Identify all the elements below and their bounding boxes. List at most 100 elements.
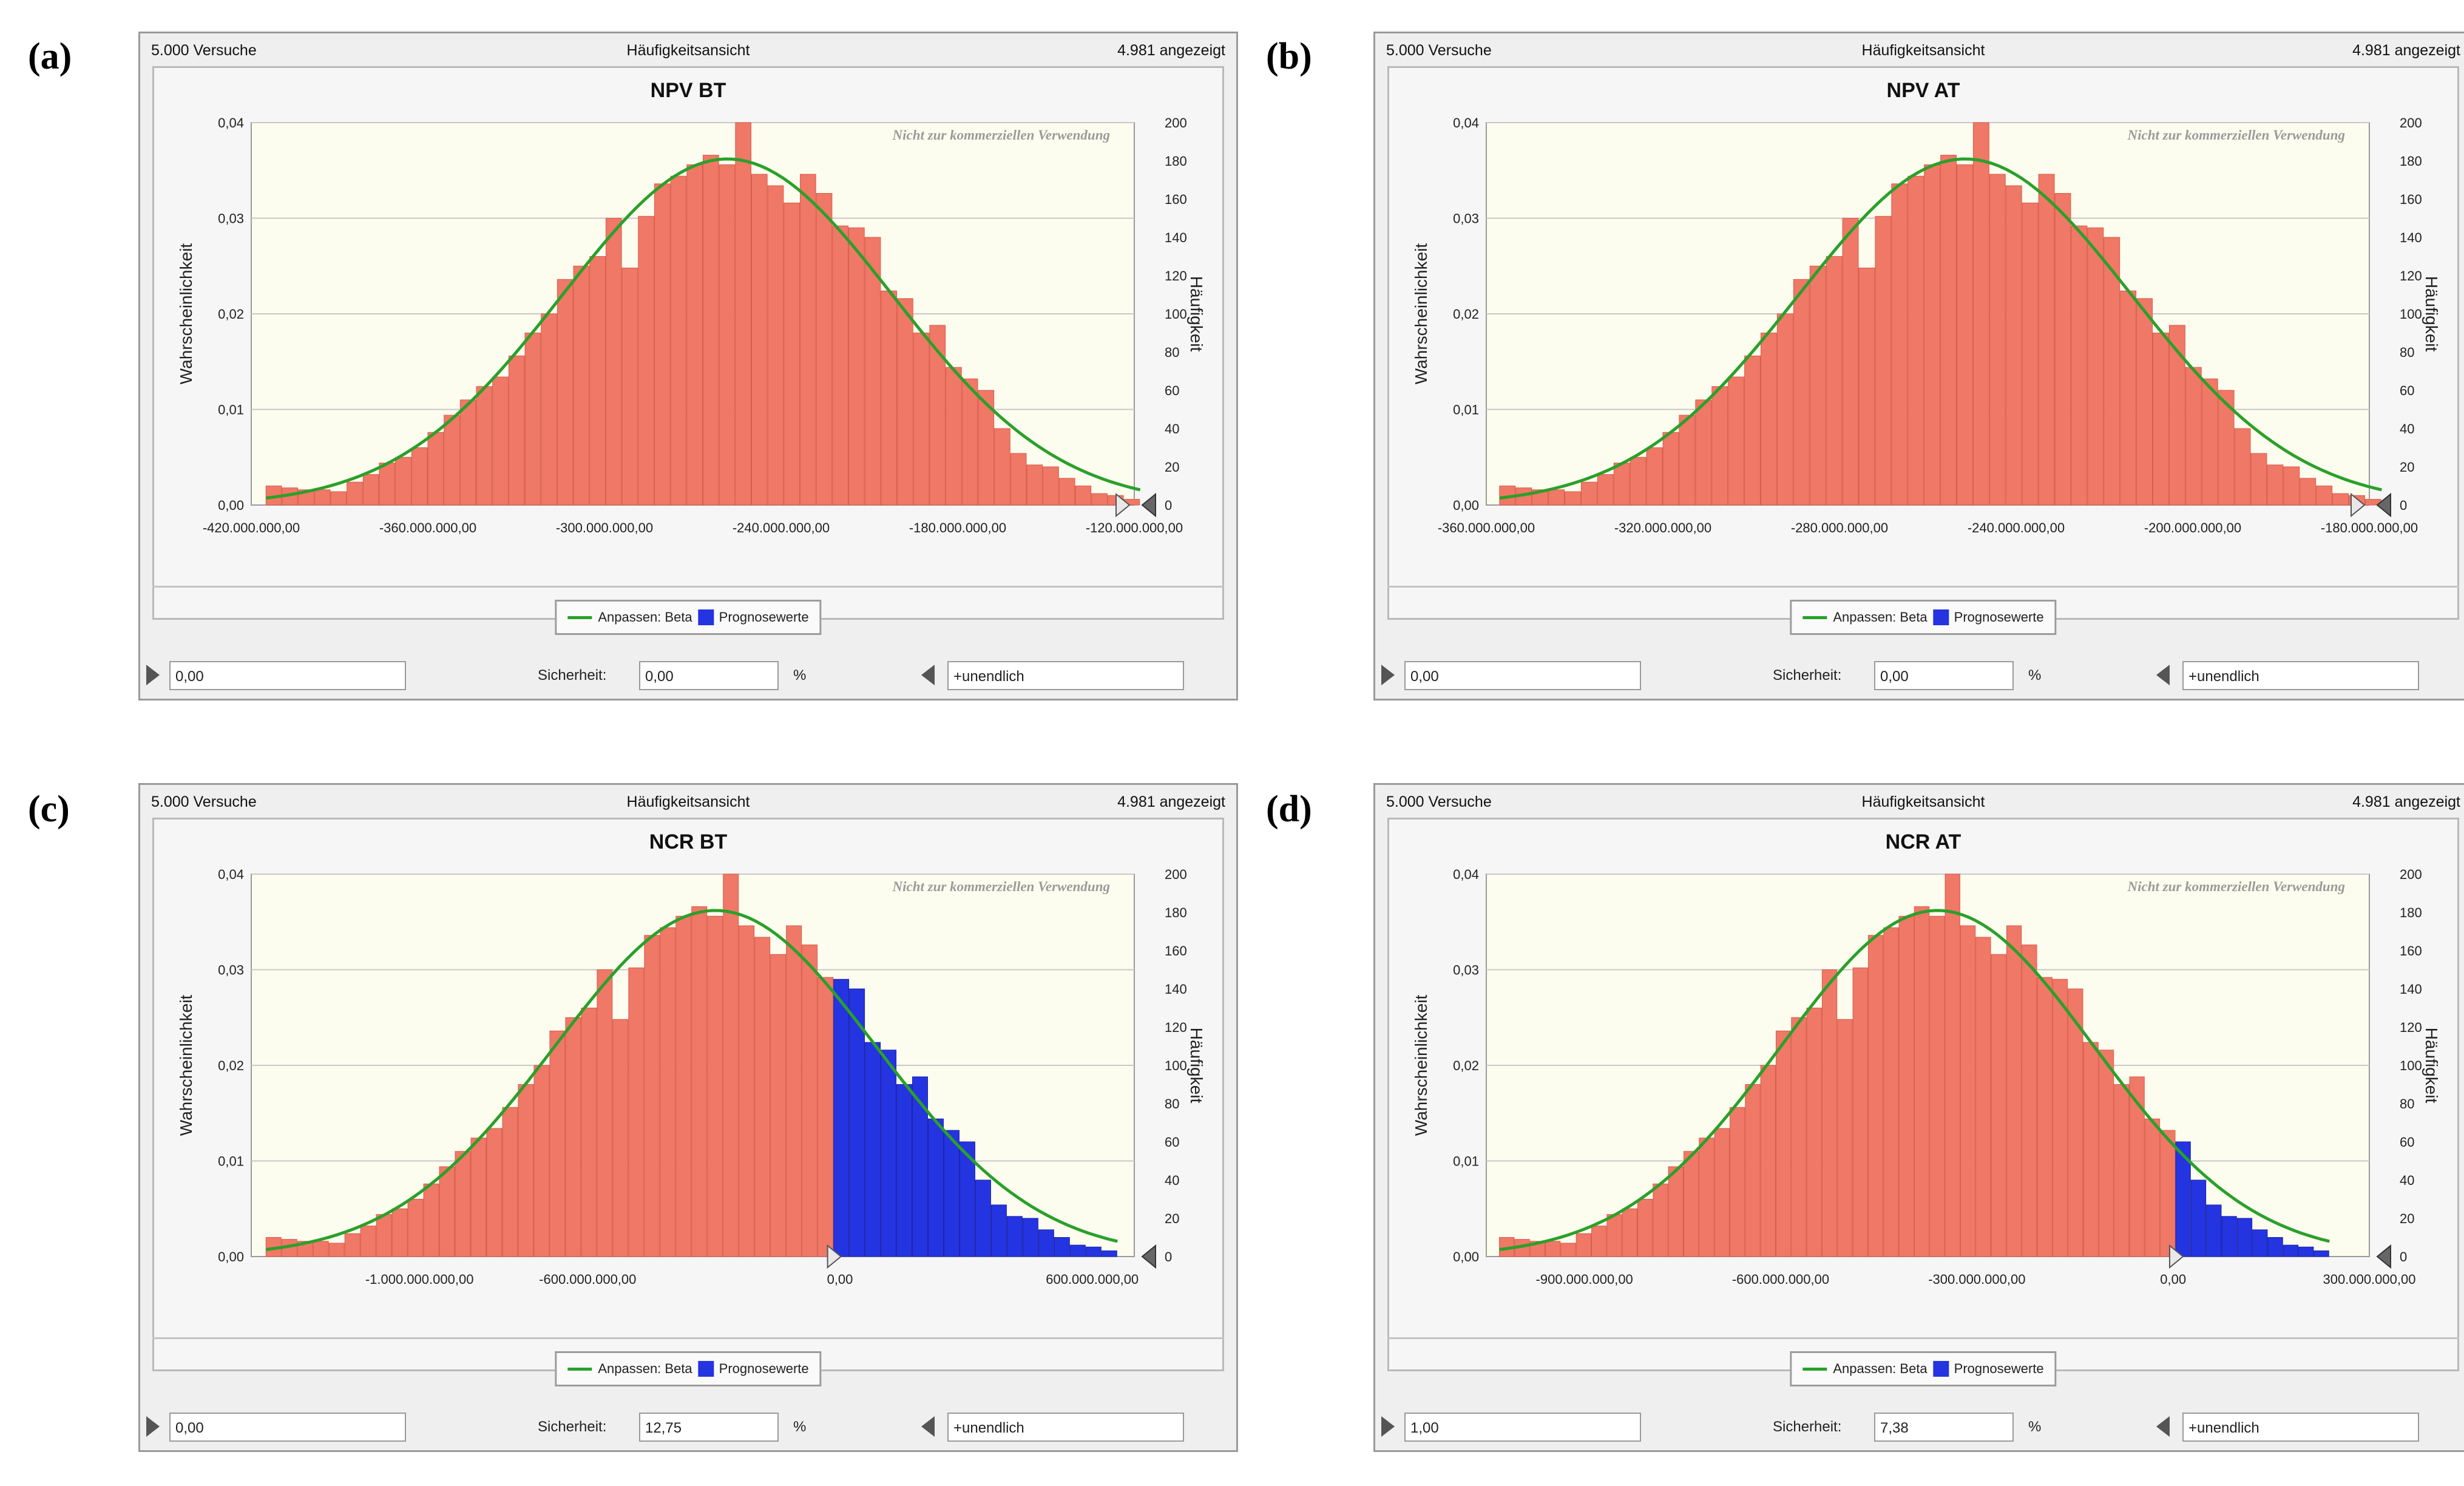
x-tick-label: -280.000.000,00 <box>1791 520 1888 535</box>
forecast-bar <box>735 122 752 506</box>
upper-grabber-icon[interactable] <box>921 665 935 685</box>
x-tick-label: 300.000.000,00 <box>2323 1272 2416 1287</box>
legend-forecast-label: Prognosewerte <box>1954 609 2044 625</box>
forecast-bar-highlighted <box>833 979 850 1257</box>
y2-tick-label: 140 <box>1165 982 1187 997</box>
certainty-input[interactable]: 0,00 <box>639 661 779 690</box>
y2-tick-label: 40 <box>1165 421 1179 436</box>
certainty-controls: 0,00 Sicherheit: 12,75 % +unendlich <box>140 1406 1236 1443</box>
y-tick-label: 0,04 <box>1453 867 1479 882</box>
forecast-bar <box>1744 355 1761 506</box>
forecast-bar <box>459 399 476 506</box>
upper-grabber-icon <box>2376 492 2391 518</box>
legend-fit-label: Anpassen: Beta <box>598 1361 692 1376</box>
y-tick-label: 0,02 <box>1453 1058 1479 1073</box>
forecast-bar <box>1821 969 1838 1257</box>
forecast-bar <box>1560 1243 1576 1257</box>
y2-tick-label: 60 <box>1165 383 1179 398</box>
trials-count: 5.000 Versuche <box>1386 42 1492 59</box>
y2-tick-label: 20 <box>1165 460 1179 475</box>
forecast-bar <box>573 265 590 506</box>
upper-grabber-icon[interactable] <box>2156 1416 2170 1437</box>
chart-frame: 0,00 0,01 0,02 0,03 0,04 0 20 40 60 80 100 120 140 16… <box>152 818 1224 1371</box>
forecast-bar <box>628 967 645 1257</box>
y2-axis-label: Häufigkeit <box>2422 276 2441 352</box>
forecast-bar <box>2201 378 2218 506</box>
view-mode[interactable]: Häufigkeitsansicht <box>1861 42 1985 59</box>
forecast-bar-highlighted <box>1022 1218 1038 1257</box>
lower-grabber-icon[interactable] <box>1381 665 1395 685</box>
fit-line-swatch <box>567 616 592 619</box>
forecast-bar <box>784 202 800 506</box>
forecast-window-c: 5.000 Versuche Häufigkeitsansicht 4.981 … <box>138 783 1238 1452</box>
lower-bound-input[interactable]: 0,00 <box>169 661 406 690</box>
forecast-bar <box>817 977 834 1257</box>
chart-frame: 0,00 0,01 0,02 0,03 0,04 0 20 40 60 80 100 120 140 16… <box>152 66 1224 620</box>
forecast-bar <box>1883 927 1899 1257</box>
panel-label-b: (b) <box>1266 36 1312 77</box>
view-mode[interactable]: Häufigkeitsansicht <box>626 42 750 59</box>
forecast-bar-highlighted <box>1069 1244 1086 1257</box>
lower-bound-input[interactable]: 0,00 <box>169 1413 406 1442</box>
window-header: 5.000 Versuche Häufigkeitsansicht 4.981 … <box>140 785 1236 819</box>
chart-svg: 0,00 0,01 0,02 0,03 0,04 0 20 40 60 80 100 120 140 16… <box>1412 79 2441 535</box>
forecast-bar <box>1679 415 1696 506</box>
y2-tick-label: 160 <box>1165 943 1187 958</box>
upper-grabber-icon[interactable] <box>921 1416 935 1437</box>
y-tick-label: 0,01 <box>1453 1154 1479 1169</box>
lower-grabber-icon <box>1115 492 1131 518</box>
certainty-input[interactable]: 7,38 <box>1874 1413 2014 1442</box>
forecast-bar <box>1683 1151 1699 1257</box>
upper-bound-input[interactable]: +unendlich <box>2182 1413 2419 1442</box>
window-header: 5.000 Versuche Häufigkeitsansicht 4.981 … <box>1375 785 2464 819</box>
certainty-label: Sicherheit: <box>538 1419 607 1435</box>
lower-grabber-icon[interactable] <box>1381 1416 1395 1437</box>
forecast-bar <box>994 428 1010 506</box>
chart-svg: 0,00 0,01 0,02 0,03 0,04 0 20 40 60 80 100 120 140 16… <box>177 79 1206 535</box>
y2-tick-label: 200 <box>2400 115 2422 131</box>
forecast-bar-highlighted <box>2236 1218 2253 1257</box>
forecast-bar <box>644 935 660 1257</box>
forecast-bar <box>719 164 736 506</box>
forecast-bar-highlighted <box>2206 1204 2222 1257</box>
forecast-bar <box>2038 174 2055 506</box>
upper-bound-input[interactable]: +unendlich <box>2182 661 2419 690</box>
certainty-input[interactable]: 12,75 <box>639 1413 779 1442</box>
chart-svg: 0,00 0,01 0,02 0,03 0,04 0 20 40 60 80 100 120 140 16… <box>177 830 1206 1287</box>
x-tick-label: -420.000.000,00 <box>203 520 300 535</box>
forecast-bar <box>2005 185 2022 506</box>
forecast-bar <box>2267 464 2284 506</box>
x-tick-label: -200.000.000,00 <box>2144 520 2241 535</box>
upper-bound-input[interactable]: +unendlich <box>947 1413 1184 1442</box>
forecast-bar <box>362 474 379 506</box>
certainty-input[interactable]: 0,00 <box>1874 661 2014 690</box>
fit-curve <box>265 157 1141 500</box>
forecast-bar <box>2098 1050 2114 1257</box>
y-axis-label: Wahrscheinlichkeit <box>1412 243 1430 385</box>
lower-grabber-icon[interactable] <box>146 1416 160 1437</box>
upper-bound-input[interactable]: +unendlich <box>947 661 1184 690</box>
percent-label: % <box>2028 667 2042 684</box>
y2-axis-label: Häufigkeit <box>2422 1028 2441 1104</box>
trials-count: 5.000 Versuche <box>151 42 257 59</box>
x-tick-label: 0,00 <box>827 1272 853 1287</box>
view-mode[interactable]: Häufigkeitsansicht <box>626 793 750 810</box>
forecast-bar <box>330 491 347 506</box>
forecast-bar <box>707 915 723 1257</box>
forecast-bar <box>660 927 676 1257</box>
y2-tick-label: 0 <box>1165 498 1172 513</box>
y2-tick-label: 100 <box>1165 1058 1187 1073</box>
forecast-bar <box>2283 466 2300 506</box>
view-mode[interactable]: Häufigkeitsansicht <box>1861 793 1985 810</box>
lower-bound-input[interactable]: 1,00 <box>1404 1413 1641 1442</box>
forecast-bar <box>1695 399 1712 506</box>
y2-tick-label: 120 <box>1165 268 1187 283</box>
lower-bound-input[interactable]: 0,00 <box>1404 661 1641 690</box>
x-tick-label: -1.000.000.000,00 <box>365 1272 474 1287</box>
forecast-bar <box>439 1166 455 1257</box>
forecast-bar <box>621 267 638 506</box>
forecast-bar <box>486 1128 503 1257</box>
lower-grabber-icon[interactable] <box>146 665 160 685</box>
upper-grabber-icon[interactable] <box>2156 665 2170 685</box>
forecast-bar <box>407 1199 424 1257</box>
